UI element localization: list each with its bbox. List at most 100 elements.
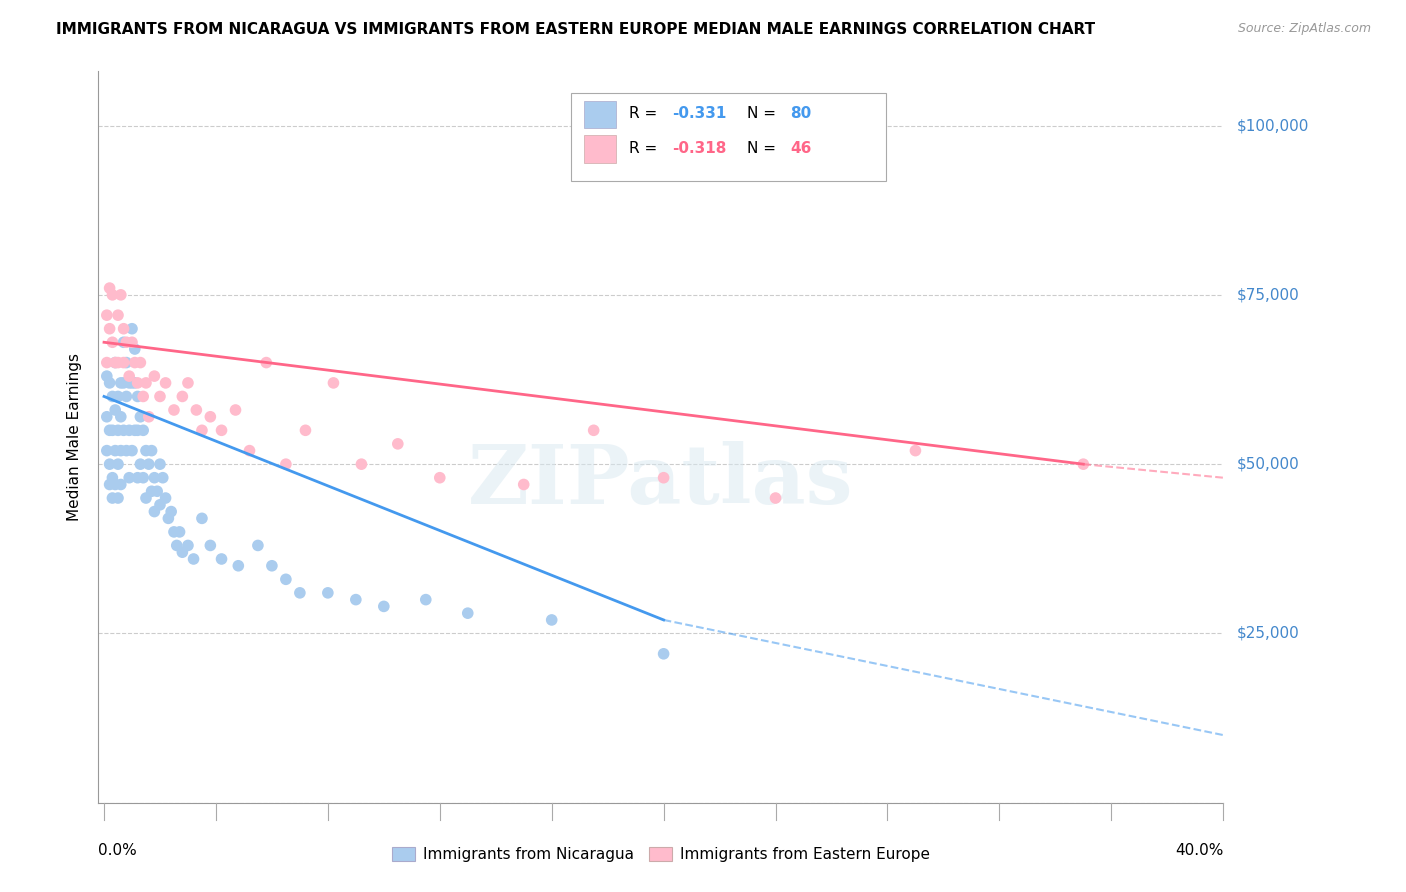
Point [135,443,157,458]
FancyBboxPatch shape [585,101,616,128]
Point [127,423,149,437]
Point [149,389,172,403]
Point [112,423,135,437]
Point [169,524,191,539]
Point [112,322,135,336]
Point [107,457,129,471]
Point [246,538,269,552]
Point [118,423,141,437]
Point [143,505,166,519]
Point [112,355,135,369]
Point [112,335,135,350]
Point [172,545,194,559]
Text: $50,000: $50,000 [1237,457,1301,472]
Point [155,376,177,390]
Point [166,538,188,552]
Point [582,423,605,437]
Point [163,403,186,417]
Point [115,335,138,350]
Point [98,322,121,336]
Point [121,376,143,390]
Point [124,342,146,356]
Text: $25,000: $25,000 [1237,626,1301,641]
Point [183,552,205,566]
Point [101,335,124,350]
Point [904,443,927,458]
Point [129,409,152,424]
Point [121,322,143,336]
Point [98,423,121,437]
Point [112,376,135,390]
Text: ZIPatlas: ZIPatlas [468,441,853,521]
Point [115,443,138,458]
Point [96,308,118,322]
Point [101,389,124,403]
Point [294,423,316,437]
Text: 0.0%: 0.0% [98,844,138,858]
Point [143,369,166,384]
Point [96,443,118,458]
Text: $75,000: $75,000 [1237,287,1301,302]
Point [429,471,451,485]
Point [98,457,121,471]
Point [141,443,163,458]
Text: IMMIGRANTS FROM NICARAGUA VS IMMIGRANTS FROM EASTERN EUROPE MEDIAN MALE EARNINGS: IMMIGRANTS FROM NICARAGUA VS IMMIGRANTS … [56,22,1095,37]
Point [254,355,277,369]
Point [274,457,297,471]
Point [238,443,260,458]
Point [124,355,146,369]
Point [274,572,297,586]
Point [98,281,121,295]
Point [104,477,127,491]
Text: N =: N = [748,141,782,156]
Point [115,389,138,403]
Point [350,457,373,471]
Point [186,403,208,417]
Point [457,606,479,620]
Point [110,288,132,302]
Point [107,389,129,403]
Point [512,477,534,491]
Point [104,443,127,458]
Point [540,613,562,627]
Point [652,471,675,485]
Point [96,355,118,369]
Point [98,376,121,390]
Point [110,443,132,458]
Point [160,505,183,519]
FancyBboxPatch shape [585,135,616,163]
Point [225,403,247,417]
Point [110,376,132,390]
Point [107,355,129,369]
Point [110,409,132,424]
Text: $100,000: $100,000 [1237,118,1309,133]
Text: -0.318: -0.318 [672,141,727,156]
Point [177,538,200,552]
Point [115,355,138,369]
Point [96,369,118,384]
Text: 80: 80 [790,106,811,121]
Point [101,288,124,302]
Text: R =: R = [630,141,662,156]
Point [163,524,186,539]
Point [104,403,127,417]
Point [118,376,141,390]
Point [652,647,675,661]
Point [200,538,222,552]
Point [228,558,250,573]
Point [98,477,121,491]
Point [155,491,177,505]
Point [107,491,129,505]
Point [129,355,152,369]
Point [177,376,200,390]
Point [149,457,172,471]
Point [104,355,127,369]
Point [157,511,180,525]
Point [101,471,124,485]
Point [152,471,174,485]
Point [132,423,155,437]
Point [127,376,149,390]
Point [387,437,409,451]
Point [373,599,395,614]
Point [415,592,437,607]
